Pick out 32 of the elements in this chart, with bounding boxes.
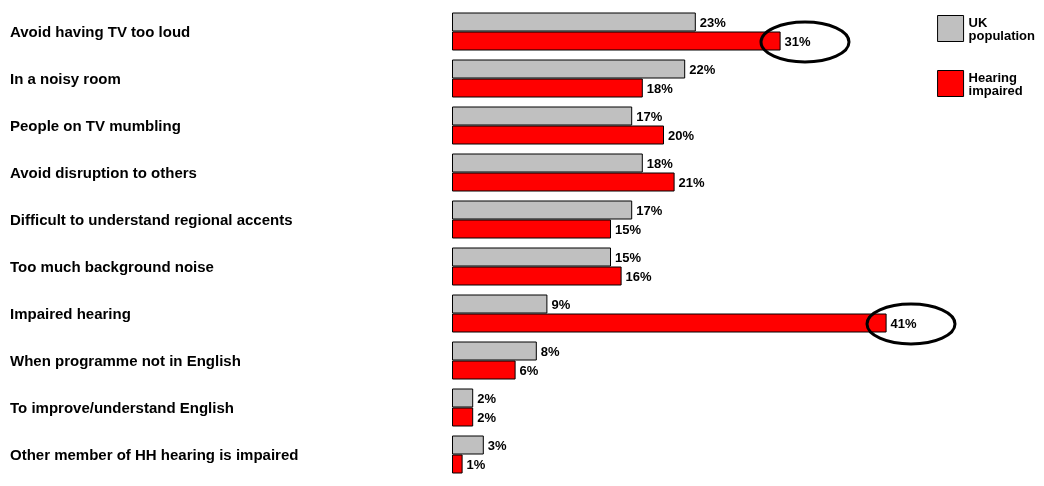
- data-label: 18%: [646, 155, 674, 171]
- data-label: 6%: [519, 362, 539, 378]
- data-label: 41%: [890, 315, 918, 331]
- y-tick-label: When programme not in English: [10, 352, 241, 369]
- y-tick-label: Avoid disruption to others: [10, 164, 197, 181]
- data-label: 22%: [689, 61, 716, 77]
- data-label: 16%: [625, 268, 653, 284]
- y-tick-label: Difficult to understand regional accents: [10, 211, 293, 228]
- y-tick-label: To improve/understand English: [10, 399, 234, 416]
- data-label: 21%: [678, 174, 706, 190]
- y-tick-label: In a noisy room: [10, 70, 121, 87]
- data-label: 8%: [540, 343, 561, 359]
- data-label: 31%: [784, 33, 812, 49]
- legend-label: Hearing impaired: [968, 69, 1023, 98]
- y-tick-label: Avoid having TV too loud: [10, 23, 191, 40]
- data-label: 2%: [477, 390, 497, 406]
- data-label: 17%: [636, 202, 663, 218]
- data-label: 18%: [646, 80, 674, 96]
- data-label: 23%: [699, 14, 727, 30]
- data-label: 15%: [615, 249, 642, 265]
- y-tick-label: Too much background noise: [10, 258, 214, 275]
- y-tick-label: Impaired hearing: [10, 305, 131, 322]
- data-label: 17%: [636, 108, 663, 124]
- y-tick-label: People on TV mumbling: [10, 117, 181, 134]
- data-label: 15%: [615, 221, 642, 237]
- data-label: 3%: [487, 437, 508, 453]
- data-label: 1%: [466, 456, 486, 472]
- data-label: 9%: [551, 296, 571, 312]
- legend-label: UK population: [968, 14, 1036, 43]
- y-tick-label: Other member of HH hearing is impaired: [10, 446, 299, 463]
- data-label: 2%: [477, 409, 497, 425]
- data-label: 20%: [668, 127, 695, 143]
